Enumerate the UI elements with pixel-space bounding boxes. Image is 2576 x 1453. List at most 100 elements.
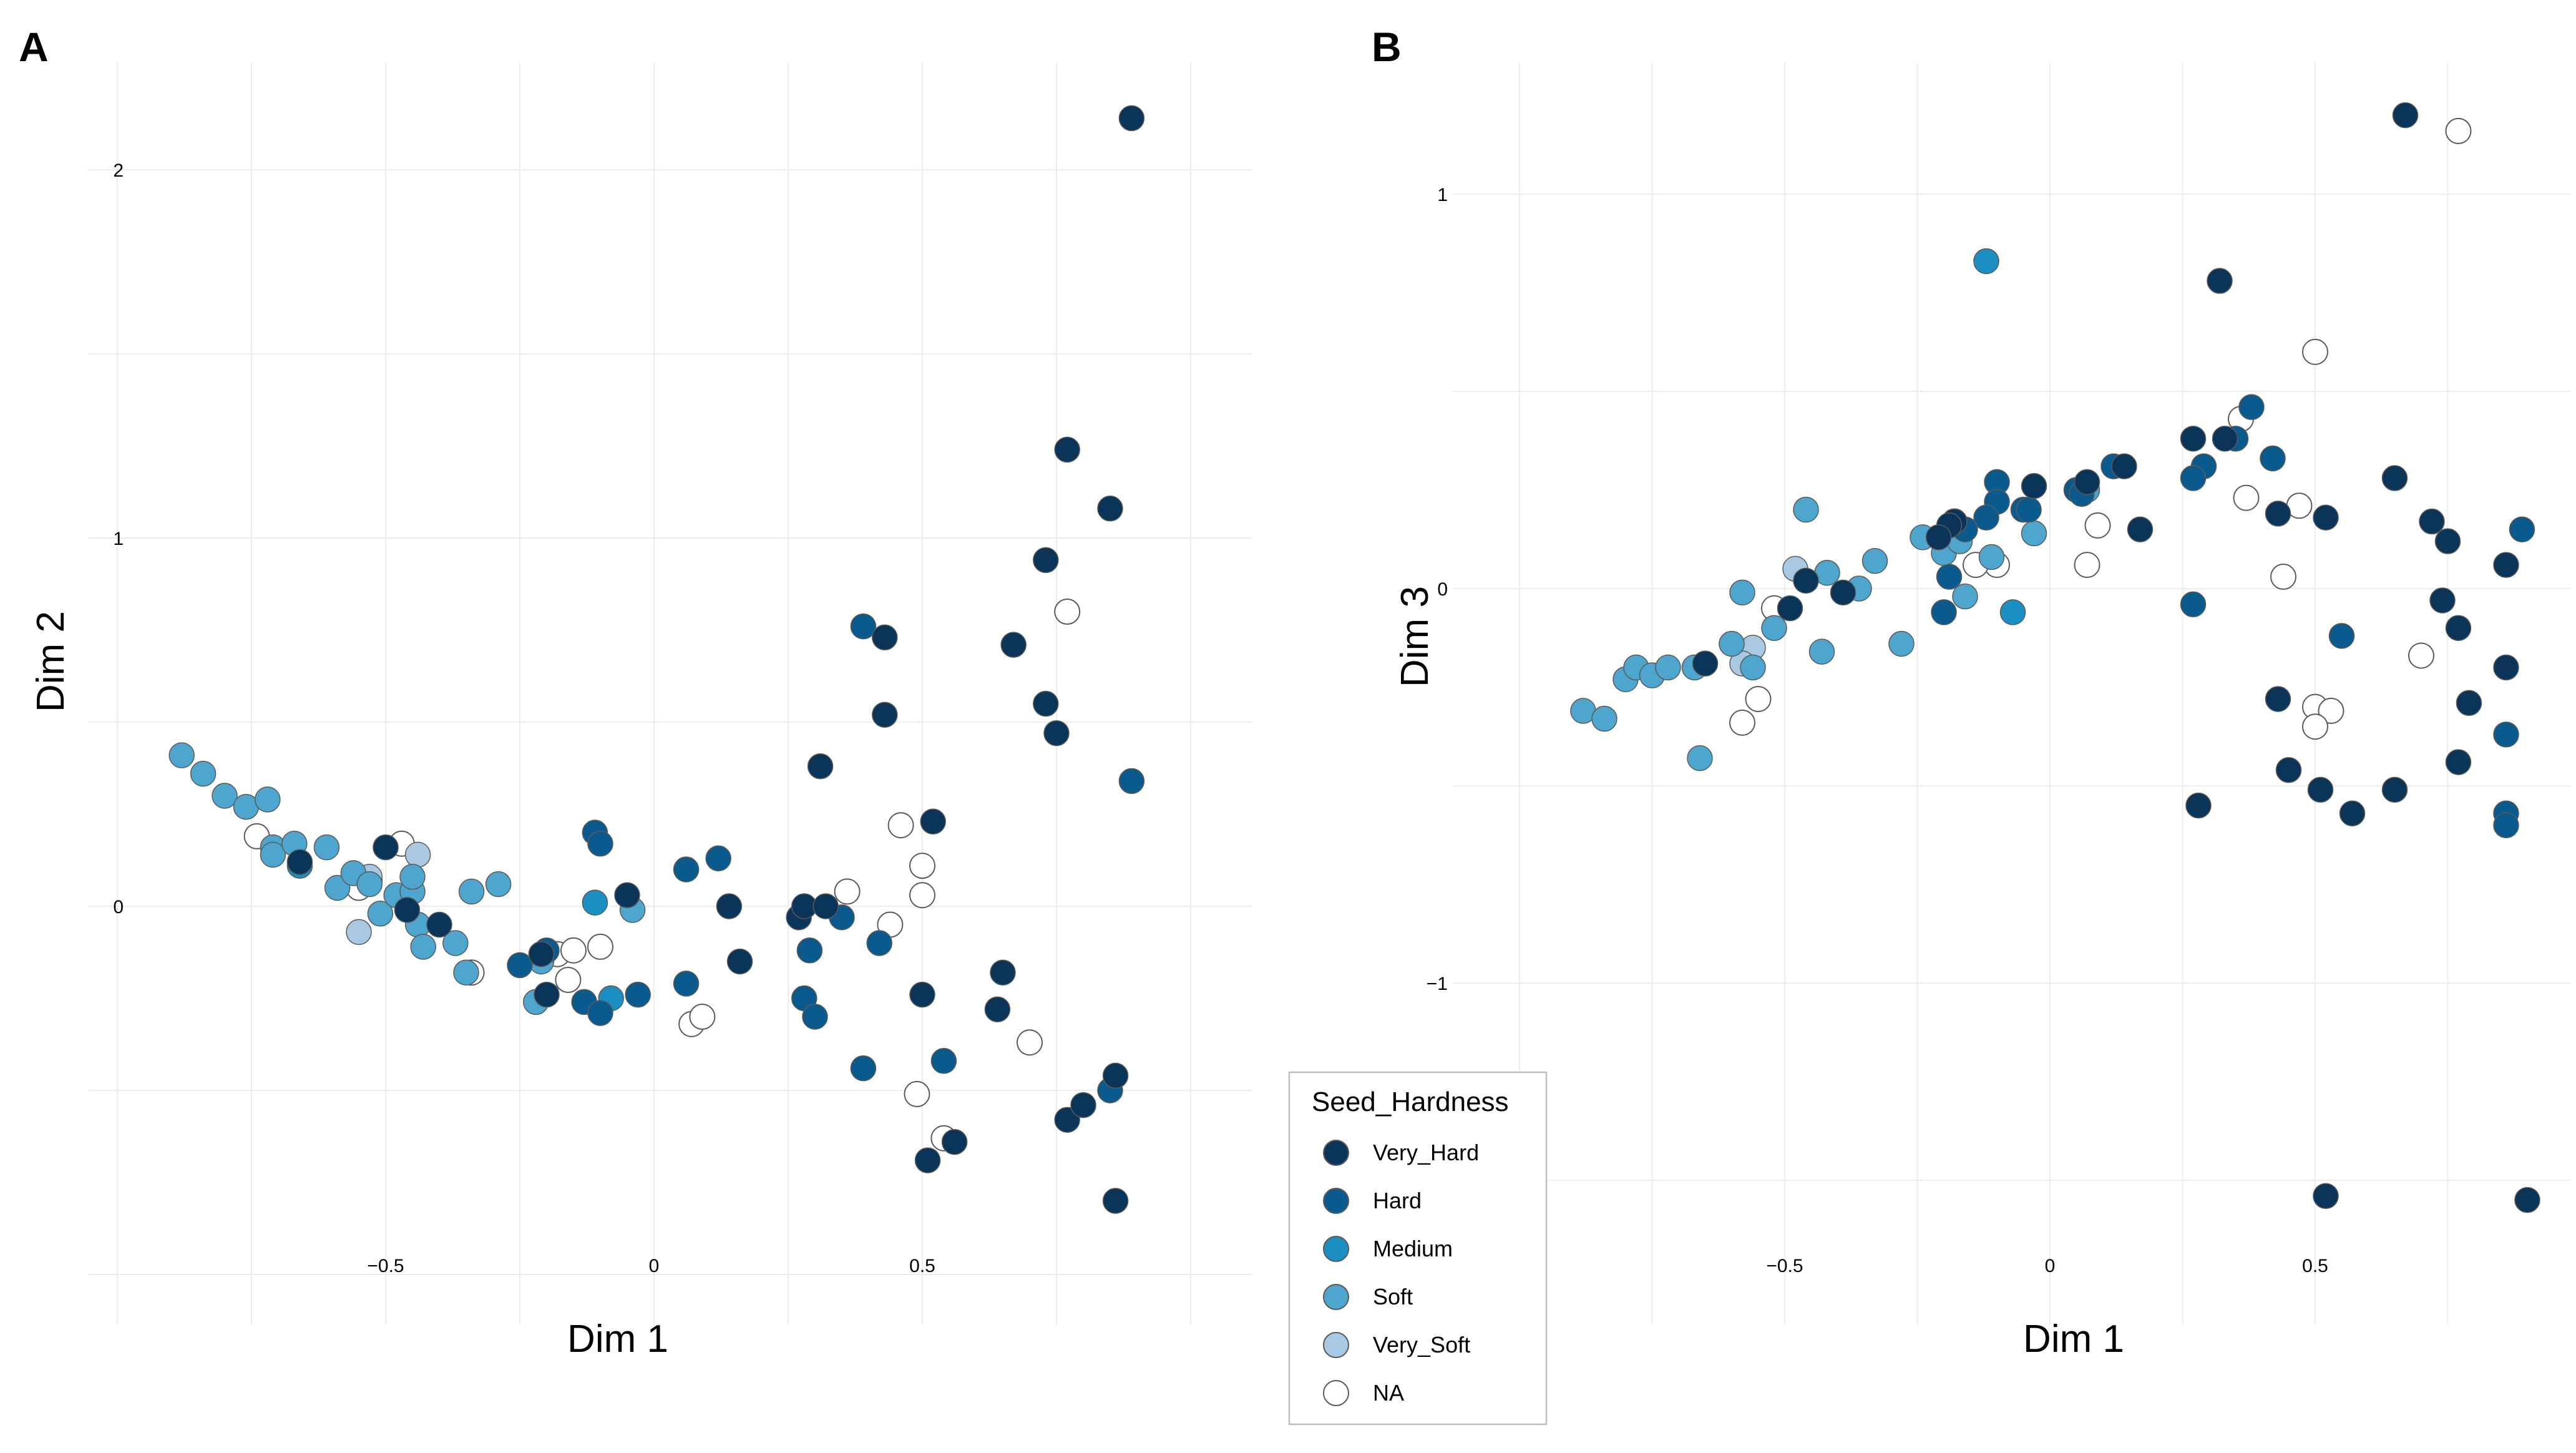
panel-a-point-very-soft [346,919,372,946]
panel-a-point-very-hard [812,893,839,919]
panel-b-point-soft [1888,630,1915,657]
panel-a-points [168,105,1145,1214]
panel-a-point-soft [212,783,238,809]
panel-b-point-na [1745,685,1772,712]
panel-a-x-axis-title: Dim 1 [567,1318,668,1361]
panel-b-x-axis-title: Dim 1 [2023,1318,2124,1361]
panel-a-point-na [909,882,935,909]
panel-b-point-hard [2328,623,2355,649]
panel-a-point-hard [705,845,731,872]
panel-a-point-very-hard [1033,690,1059,717]
panel-b-point-very-hard [2514,1186,2540,1213]
panel-a-point-na [909,853,935,879]
panel-b-point-very-hard [2392,102,2419,129]
panel-a-point-na [887,812,914,839]
panel-b-point-hard [2180,465,2207,491]
panel-b-point-soft [1861,548,1888,574]
panel-a-grid [89,62,1252,1324]
panel-b-point-very-hard [2313,504,2339,531]
legend-swatch-hard [1323,1188,1349,1214]
panel-b-point-very-hard [2493,552,2519,578]
panel-a-point-very-hard [716,893,743,919]
panel-b-point-very-hard [2381,776,2408,803]
panel-a-point-hard [507,952,533,979]
panel-b-point-na [2074,552,2100,579]
panel-a-point-very-hard [1054,1107,1080,1133]
panel-a-point-soft [255,786,281,813]
panel-a-ticks: −0.5 0 0.5 0 1 2 [113,160,935,1276]
panel-b-point-very-hard [2127,516,2154,542]
panel-b-point-na [2270,564,2296,590]
panel-b-point-na [2302,713,2328,740]
panel-b-point-soft [1761,615,1787,641]
panel-a-point-very-hard [1043,720,1070,746]
panel-a-label: A [19,24,49,70]
panel-a-point-hard [850,1055,877,1082]
panel-b-point-hard [2016,496,2042,523]
panel-a: A −0.5 0 0.5 0 1 2 Dim 1 Dim 2 [19,24,1252,1361]
panel-a-point-very-hard [1054,436,1080,463]
panel-b-y-tick-label: −1 [1427,974,1448,994]
panel-a-point-very-hard [726,948,753,975]
panel-b-point-very-hard [2445,749,2472,775]
panel-a-point-very-hard [614,882,640,909]
panel-b-point-hard [2493,722,2519,748]
panel-b-point-soft [1729,579,1755,606]
panel-a-point-very-hard [990,959,1016,986]
panel-b-point-very-hard [2207,268,2233,294]
panel-a-point-hard [673,856,700,883]
legend-items: Very_Hard Hard Medium Soft Very_Soft NA [1323,1140,1479,1406]
panel-a-point-hard [587,1000,613,1026]
panel-a-point-soft [442,930,469,956]
panel-a-point-hard [1118,768,1145,795]
panel-b-point-soft [2021,520,2047,547]
panel-a-point-soft [485,871,512,898]
panel-a-point-very-hard [984,996,1011,1022]
legend-label-na: NA [1373,1380,1404,1406]
panel-a-point-very-hard [920,808,946,835]
panel-a-point-very-hard [872,624,898,651]
panel-b-point-soft [1740,654,1766,681]
panel-b-point-hard [2238,394,2265,421]
panel-b-point-very-hard [2434,528,2461,554]
panel-b-point-very-hard [2180,426,2207,452]
panel-b-points [1570,102,2540,1213]
legend-swatch-very-soft [1323,1332,1349,1358]
panel-b-point-very-hard [2185,792,2212,819]
legend: Seed_Hardness Very_HardHardMediumSoftVer… [1288,1071,1548,1426]
panel-b-point-hard [1973,504,1999,531]
panel-b-label: B [1372,24,1402,70]
panel-b-point-very-hard [2339,800,2366,826]
panel-b-point-very-hard [2265,686,2291,712]
panel-a-point-soft [367,901,394,927]
panel-a-point-medium [582,889,608,916]
panel-b-point-soft [1793,496,1819,523]
panel-b: B −0.5 0 0.5 −1 0 1 Dim 1 Dim 3 [1372,24,2571,1361]
panel-b-point-soft [1687,745,1713,771]
panel-b-point-very-hard [2445,615,2472,641]
panel-b-point-very-hard [2307,776,2334,803]
panel-b-y-axis-title: Dim 3 [1393,586,1437,687]
panel-b-point-very-hard [1777,595,1803,622]
panel-b-point-very-hard [1925,524,1952,550]
panel-a-x-tick-label: 0 [649,1256,660,1276]
panel-b-point-hard [2493,812,2519,838]
panel-a-point-very-hard [807,753,834,780]
panel-b-x-tick-label: 0 [2045,1256,2056,1276]
legend-label-soft: Soft [1373,1284,1413,1309]
panel-a-point-very-hard [1102,1062,1129,1089]
panel-a-point-soft [168,742,195,768]
panel-b-point-very-hard [2313,1183,2339,1210]
panel-a-point-hard [796,937,823,964]
panel-a-point-soft [410,934,436,960]
panel-b-point-very-hard [1692,650,1719,677]
panel-b-point-medium [1973,248,1999,275]
panel-a-point-hard [802,1004,828,1030]
panel-a-point-na [834,878,861,905]
panel-a-point-na [904,1080,930,1107]
panel-a-point-very-hard [1070,1092,1096,1118]
panel-a-point-very-hard [373,834,399,861]
legend-label-very-soft: Very_Soft [1373,1332,1470,1358]
panel-a-point-hard [673,971,700,997]
panel-b-point-hard [1936,564,1963,590]
